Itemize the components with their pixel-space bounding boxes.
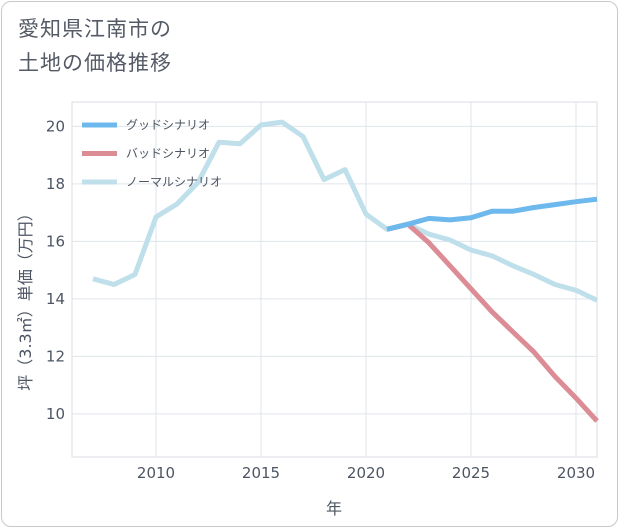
series-line-normal: [92, 119, 599, 303]
plot-area: [71, 101, 598, 458]
y-tick-label: 10: [46, 405, 65, 423]
x-axis-title: 年: [326, 499, 342, 518]
x-tick-label: 2030: [557, 464, 595, 482]
series-line-good: [386, 196, 598, 232]
y-axis-title: 坪（3.3㎡）単価（万円）: [16, 205, 35, 390]
legend-label-good: グッドシナリオ: [126, 118, 210, 132]
series-line-bad: [386, 221, 599, 423]
y-tick-label: 14: [46, 290, 65, 308]
y-tick-label: 16: [46, 232, 65, 250]
grid-lines: [72, 102, 597, 457]
legend-label-normal: ノーマルシナリオ: [126, 175, 222, 189]
y-tick-label: 20: [46, 117, 65, 135]
tick-labels: 2010 2015 2020 2025 2030 10 12 14 16 18 20: [46, 117, 595, 482]
chart-title: 愛知県江南市の 土地の価格推移: [18, 12, 172, 80]
chart-title-line-1: 愛知県江南市の: [18, 17, 172, 41]
y-tick-label: 12: [46, 347, 65, 365]
x-tick-label: 2015: [242, 464, 280, 482]
x-tick-label: 2020: [347, 464, 385, 482]
x-tick-label: 2025: [452, 464, 490, 482]
chart-title-line-2: 土地の価格推移: [18, 51, 172, 75]
legend-label-bad: バッドシナリオ: [126, 147, 210, 161]
series-layer: [92, 119, 599, 423]
y-tick-label: 18: [46, 175, 65, 193]
x-tick-label: 2010: [137, 464, 175, 482]
